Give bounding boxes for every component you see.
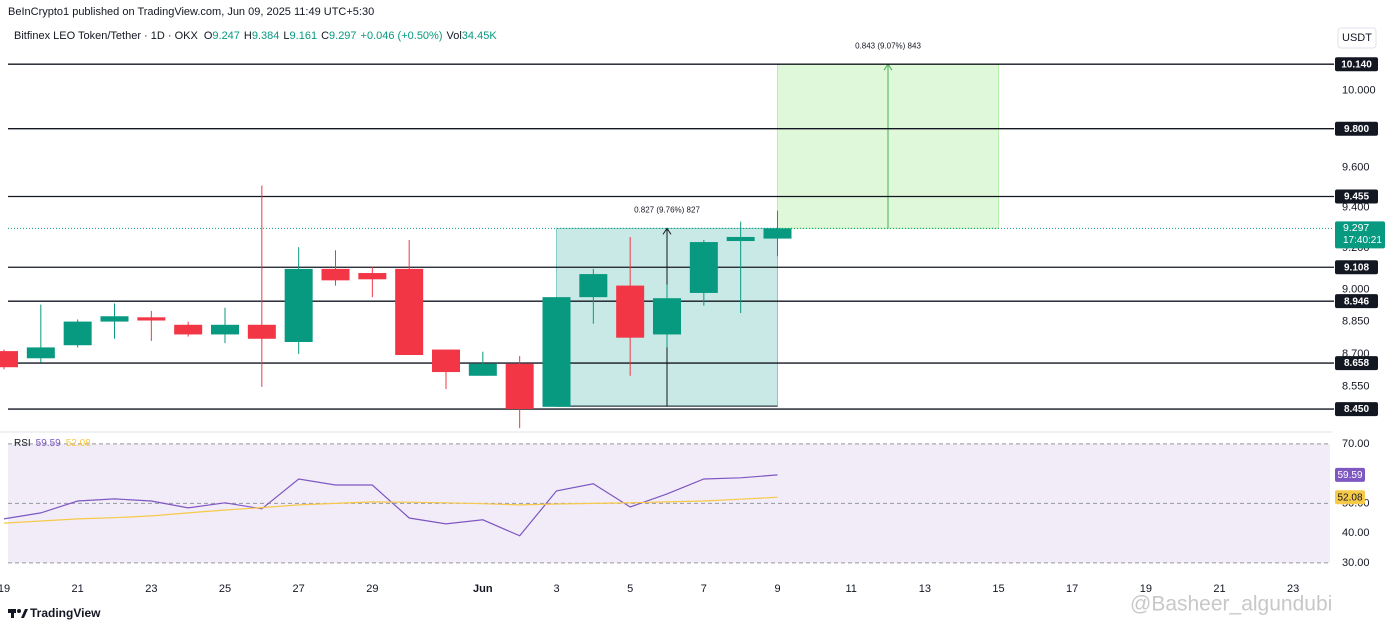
last-price-label: 9.297 xyxy=(1343,222,1369,234)
rsi-tick-label: 70.00 xyxy=(1342,438,1370,450)
rsi-line xyxy=(3,496,778,524)
symbol: Bitfinex LEO Token/Tether · 1D · OKX xyxy=(14,30,198,42)
x-tick-label: 23 xyxy=(1287,583,1299,595)
candle-body xyxy=(468,363,497,376)
candle-body xyxy=(763,228,792,239)
level-label-box xyxy=(1335,121,1378,136)
last-price-box xyxy=(1335,221,1385,249)
ohlc-key: O xyxy=(204,30,213,42)
rsi-legend-value: 59.59 xyxy=(36,438,61,449)
rsi-value-box xyxy=(1335,490,1365,505)
rsi-legend: RSI 59.59 52.08 xyxy=(14,438,91,449)
rsi-value-box xyxy=(1335,467,1365,482)
x-tick-label: 27 xyxy=(293,583,305,595)
rsi-value-label: 52.08 xyxy=(1337,492,1362,503)
watermark: @Basheer_algundubi xyxy=(1130,593,1332,616)
level-label: 9.108 xyxy=(1344,262,1369,273)
x-tick-label: 15 xyxy=(992,583,1004,595)
level-label: 10.140 xyxy=(1341,59,1372,70)
brand: TradingView xyxy=(30,606,101,620)
level-label: 9.800 xyxy=(1344,124,1369,135)
publisher: BeInCrypto1 published on TradingView.com… xyxy=(8,6,374,18)
candle-body xyxy=(505,363,534,410)
y-tick-label: 9.600 xyxy=(1342,162,1370,174)
x-tick-label: 21 xyxy=(1213,583,1225,595)
ohlc-value: 9.384 xyxy=(252,30,280,42)
candle-body xyxy=(63,321,92,346)
candle-body xyxy=(653,298,681,335)
level-label-box xyxy=(1335,356,1378,371)
candle-body xyxy=(579,274,608,298)
volume: 34.45K xyxy=(462,30,498,42)
candle-body xyxy=(284,268,313,342)
x-tick-label: 29 xyxy=(366,583,378,595)
rsi-tick-label: 40.00 xyxy=(1342,527,1370,539)
change: +0.046 (+0.50%) xyxy=(361,30,443,42)
level-label: 8.450 xyxy=(1344,404,1369,415)
x-tick-label: 21 xyxy=(72,583,84,595)
level-label-box xyxy=(1335,260,1378,275)
x-tick-label: 25 xyxy=(219,583,231,595)
countdown: 17:40:21 xyxy=(1343,235,1382,246)
ohlc-value: 9.161 xyxy=(290,30,318,42)
y-tick-label: 9.000 xyxy=(1342,284,1370,296)
x-tick-label: 23 xyxy=(145,583,157,595)
level-label-box xyxy=(1335,57,1378,72)
candle-body xyxy=(726,236,755,242)
level-label: 9.455 xyxy=(1344,192,1369,203)
y-tick-label: 8.850 xyxy=(1342,315,1370,327)
candle-body xyxy=(358,273,387,280)
ohlc-value: 9.247 xyxy=(212,30,240,42)
y-tick-label: 9.400 xyxy=(1342,201,1370,213)
currency-box xyxy=(1337,27,1377,49)
candle-body xyxy=(432,349,460,373)
ohlc-key: L xyxy=(283,30,289,42)
x-tick-label: Jun xyxy=(473,583,493,595)
candle-body xyxy=(616,285,645,338)
level-label: 8.658 xyxy=(1344,358,1369,369)
measure-arrow-head xyxy=(662,227,672,235)
currency: USDT xyxy=(1342,32,1372,44)
level-label-box xyxy=(1335,402,1378,417)
x-tick-label: 13 xyxy=(919,583,931,595)
rsi-name: RSI xyxy=(14,438,31,449)
measure-label: 0.843 (9.07%) 843 xyxy=(855,41,921,50)
y-tick-label: 8.550 xyxy=(1342,381,1370,393)
x-tick-label: 11 xyxy=(845,583,856,595)
brand-logo xyxy=(8,609,28,618)
candle-body xyxy=(689,242,718,293)
rsi-value-label: 59.59 xyxy=(1337,470,1362,481)
ohlc-key: H xyxy=(244,30,252,42)
candle-body xyxy=(137,317,166,321)
rsi-tick-label: 30.00 xyxy=(1342,557,1370,569)
candle-body xyxy=(0,351,18,368)
volume-key: Vol xyxy=(447,30,462,42)
x-tick-label: 5 xyxy=(627,583,633,595)
x-tick-label: 19 xyxy=(0,583,10,595)
candle-body xyxy=(321,268,350,281)
rsi-legend-value: 52.08 xyxy=(66,438,91,449)
x-tick-label: 19 xyxy=(1140,583,1152,595)
candle-body xyxy=(247,324,276,339)
candle-body xyxy=(395,268,424,356)
level-label-box xyxy=(1335,294,1378,309)
candle-body xyxy=(542,297,571,407)
level-label-box xyxy=(1335,189,1378,204)
level-label: 8.946 xyxy=(1344,296,1369,307)
candle-body xyxy=(100,316,129,322)
ohlc-key: C xyxy=(321,30,329,42)
candle-body xyxy=(26,347,55,359)
symbol-legend: Bitfinex LEO Token/Tether · 1D · OKX O9.2… xyxy=(14,30,497,42)
candle-body xyxy=(211,324,239,335)
x-tick-label: 3 xyxy=(553,583,559,595)
x-tick-label: 17 xyxy=(1066,583,1078,595)
measure-label: 0.827 (9.76%) 827 xyxy=(634,205,700,214)
x-tick-label: 9 xyxy=(774,583,780,595)
x-tick-label: 7 xyxy=(701,583,707,595)
ohlc-value: 9.297 xyxy=(329,30,357,42)
y-tick-label: 10.000 xyxy=(1342,84,1376,96)
candle-body xyxy=(174,324,203,335)
